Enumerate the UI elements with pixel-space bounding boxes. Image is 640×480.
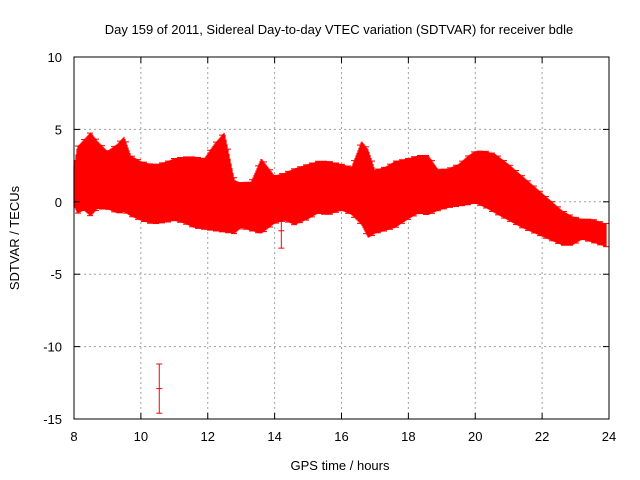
- x-tick-label: 24: [602, 429, 616, 444]
- y-tick-label: -10: [43, 340, 62, 355]
- grid-lines: [74, 57, 609, 419]
- data-layer: [73, 132, 609, 414]
- x-axis-label: GPS time / hours: [291, 458, 390, 473]
- x-tick-label: 14: [267, 429, 281, 444]
- x-tick-label: 12: [201, 429, 215, 444]
- x-tick-label: 16: [334, 429, 348, 444]
- x-tick-label: 18: [401, 429, 415, 444]
- y-tick-label: 10: [48, 50, 62, 65]
- x-tick-label: 8: [70, 429, 77, 444]
- y-tick-label: 0: [55, 195, 62, 210]
- chart-title: Day 159 of 2011, Sidereal Day-to-day VTE…: [105, 22, 573, 37]
- x-tick-label: 20: [468, 429, 482, 444]
- x-tick-label: 22: [535, 429, 549, 444]
- y-axis-label: SDTVAR / TECUs: [7, 185, 22, 290]
- y-tick-label: -5: [50, 267, 62, 282]
- tick-labels: 8 10 12 14 16 18 20 22 24 -15 -10 -5 0 5 10: [43, 50, 616, 444]
- y-tick-label: 5: [55, 122, 62, 137]
- x-tick-label: 10: [134, 429, 148, 444]
- y-tick-label: -15: [43, 412, 62, 427]
